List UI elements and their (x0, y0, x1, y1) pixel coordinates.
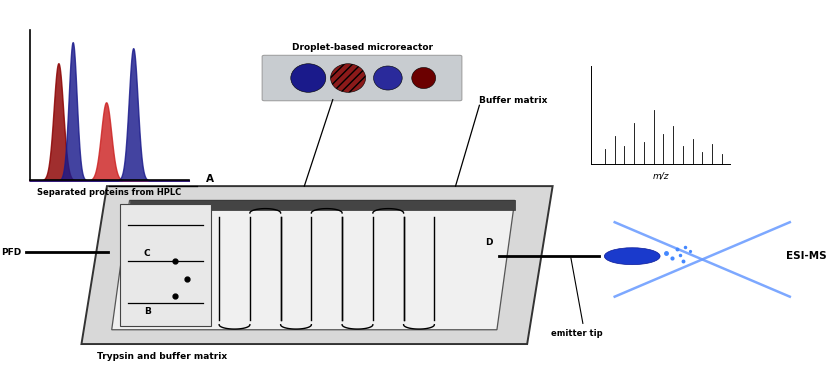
Text: PFD: PFD (2, 248, 22, 257)
Ellipse shape (374, 66, 402, 90)
Text: m/z: m/z (652, 171, 669, 180)
Text: B: B (144, 307, 150, 316)
Text: Separated proteins from HPLC: Separated proteins from HPLC (37, 188, 181, 197)
Text: D: D (485, 238, 493, 247)
Text: C: C (144, 249, 150, 258)
Ellipse shape (604, 248, 660, 265)
Ellipse shape (291, 64, 326, 92)
Polygon shape (81, 186, 553, 344)
Text: Trypsin and buffer matrix: Trypsin and buffer matrix (97, 352, 228, 361)
Ellipse shape (331, 64, 366, 92)
Polygon shape (130, 200, 514, 210)
Text: ESI-MS: ESI-MS (786, 251, 827, 261)
Polygon shape (120, 204, 211, 326)
Text: Droplet-based microreactor: Droplet-based microreactor (292, 43, 432, 52)
Text: A: A (205, 174, 214, 184)
Ellipse shape (411, 67, 435, 89)
Text: Buffer matrix: Buffer matrix (479, 96, 548, 105)
Polygon shape (111, 200, 514, 330)
Text: emitter tip: emitter tip (551, 329, 602, 338)
FancyBboxPatch shape (262, 55, 462, 101)
